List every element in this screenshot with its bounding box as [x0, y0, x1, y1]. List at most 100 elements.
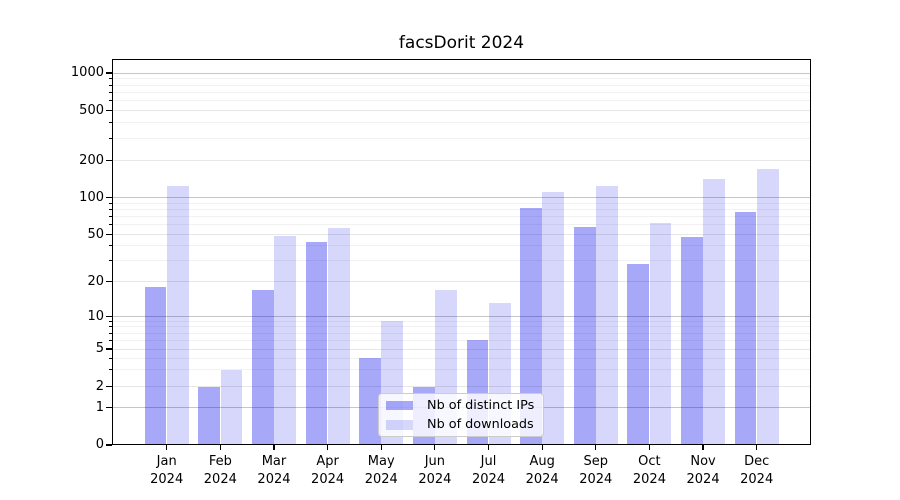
gridline-minor	[113, 234, 810, 235]
legend-swatch-ips	[386, 400, 413, 410]
gridline-minor	[113, 122, 810, 124]
x-label-month: Jul	[480, 454, 497, 469]
y-minor-tick-mark	[108, 122, 112, 124]
y-tick-mark	[106, 406, 112, 409]
y-minor-tick-mark	[108, 216, 112, 218]
bar-downloads-nov	[703, 178, 726, 445]
y-minor-tick-mark	[108, 84, 112, 86]
y-tick-mark	[106, 72, 112, 74]
chart-title: facsDorit 2024	[398, 33, 525, 53]
x-tick-label: Jan 2024	[127, 453, 207, 488]
y-minor-tick-mark	[108, 224, 112, 226]
y-minor-tick-mark	[108, 332, 112, 334]
y-tick-mark	[106, 444, 112, 446]
x-tick-label: Jun 2024	[395, 453, 475, 488]
y-tick-label: 100	[79, 189, 104, 205]
x-label-year: 2024	[203, 471, 237, 487]
x-label-year: 2024	[579, 471, 613, 487]
y-tick-label: 10	[87, 308, 104, 324]
bar-ips-dec	[734, 212, 757, 445]
x-label-year: 2024	[471, 471, 506, 487]
x-tick-mark	[166, 445, 168, 450]
x-tick-mark	[380, 445, 382, 450]
legend: Nb of distinct IPs Nb of downloads	[378, 393, 544, 437]
x-label-month: Feb	[208, 454, 232, 469]
y-minor-tick-mark	[108, 202, 112, 204]
x-label-month: Sep	[583, 454, 609, 469]
y-tick-label: 20	[87, 273, 104, 289]
gridline-minor	[113, 216, 810, 218]
x-tick-mark	[273, 445, 275, 450]
gridline-minor	[113, 332, 810, 334]
gridline-minor	[113, 357, 810, 359]
x-label-year: 2024	[311, 471, 345, 487]
x-label-year: 2024	[150, 471, 184, 487]
bar-ips-aug	[520, 208, 542, 445]
gridline-minor	[113, 339, 810, 341]
y-tick-label: 1	[95, 399, 104, 415]
y-minor-tick-mark	[108, 137, 112, 139]
x-label-year: 2024	[740, 471, 774, 487]
gridline-minor	[113, 100, 810, 102]
x-tick-mark	[434, 445, 436, 450]
x-tick-label: Oct 2024	[609, 453, 689, 488]
bar-downloads-dec	[756, 168, 779, 445]
bar-ips-oct	[627, 264, 650, 445]
gridline-minor	[113, 260, 810, 262]
gridline-minor	[113, 202, 810, 204]
gridline-minor	[113, 369, 810, 371]
y-tick-label: 0	[95, 437, 104, 452]
x-label-year: 2024	[418, 471, 452, 487]
gridline-minor	[113, 91, 810, 93]
x-label-month: Jun	[424, 454, 446, 469]
y-tick-label: 2	[95, 378, 104, 394]
bar-ips-apr	[305, 242, 328, 445]
x-tick-label: Apr 2024	[288, 453, 368, 488]
x-tick-label: Jul 2024	[449, 453, 529, 488]
x-label-year: 2024	[525, 471, 559, 487]
y-minor-tick-mark	[108, 357, 112, 359]
y-tick-mark	[106, 315, 112, 318]
bar-ips-sep	[573, 226, 596, 445]
gridline-major	[113, 197, 810, 198]
gridline-minor	[113, 348, 810, 350]
y-tick-label: 500	[79, 102, 104, 118]
gridline-minor	[113, 137, 810, 139]
x-label-year: 2024	[257, 471, 291, 487]
bar-downloads-mar	[274, 235, 296, 445]
gridline-minor	[113, 160, 810, 161]
y-minor-tick-mark	[108, 100, 112, 102]
y-minor-tick-mark	[108, 208, 112, 210]
x-tick-mark	[327, 445, 329, 450]
gridline-minor	[113, 386, 810, 387]
y-minor-tick-mark	[108, 91, 112, 93]
y-tick-label: 5	[95, 341, 104, 356]
bar-downloads-apr	[327, 227, 350, 445]
y-tick-mark	[106, 109, 112, 112]
gridline-major	[113, 72, 810, 74]
x-tick-label: Feb 2024	[180, 453, 260, 488]
x-tick-mark	[756, 445, 758, 450]
y-tick-mark	[106, 196, 112, 199]
legend-entry-downloads: Nb of downloads	[386, 417, 537, 434]
bar-ips-nov	[681, 236, 703, 445]
y-tick-mark	[106, 348, 112, 350]
gridline-minor	[113, 84, 810, 86]
x-tick-mark	[702, 445, 704, 450]
y-minor-tick-mark	[108, 369, 112, 371]
x-label-month: Dec	[744, 454, 770, 469]
y-minor-tick-mark	[108, 260, 112, 262]
gridline-minor	[113, 224, 810, 226]
x-tick-label: Sep 2024	[556, 453, 636, 488]
x-label-month: Oct	[638, 454, 661, 469]
gridline-minor	[113, 110, 810, 111]
x-label-year: 2024	[686, 471, 720, 487]
legend-swatch-downloads	[386, 420, 413, 430]
gridline-minor	[113, 208, 810, 210]
x-tick-label: Nov 2024	[663, 453, 743, 488]
x-tick-mark	[219, 445, 221, 450]
x-label-year: 2024	[632, 471, 666, 487]
y-minor-tick-mark	[108, 320, 112, 322]
x-tick-mark	[595, 445, 597, 450]
